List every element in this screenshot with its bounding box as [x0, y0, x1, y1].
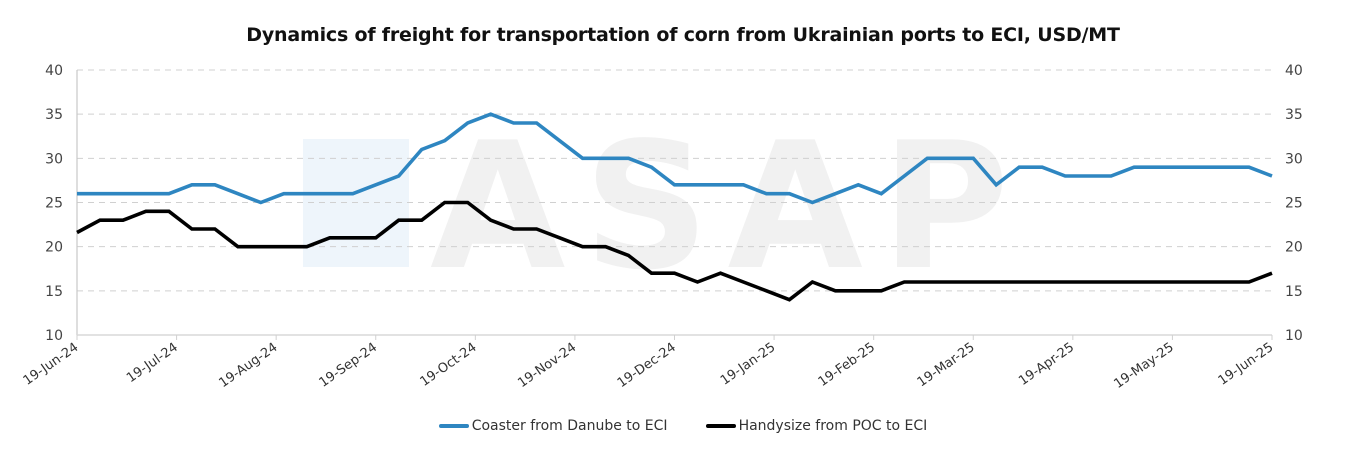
y-tick-label-right: 10 — [1285, 328, 1303, 344]
x-tick-label: 19-Mar-25 — [915, 340, 978, 390]
legend: Coaster from Danube to ECI Handysize fro… — [0, 418, 1366, 434]
y-axis-right-ticks: 10 15 20 25 30 35 40 — [1285, 63, 1303, 344]
legend-swatch-handysize — [705, 424, 736, 428]
y-tick-label-right: 40 — [1285, 63, 1303, 79]
x-tick-label: 19-Dec-24 — [615, 340, 679, 391]
y-tick-label: 10 — [45, 328, 63, 344]
y-tick-label-right: 25 — [1285, 196, 1303, 212]
x-axis-ticks: 19-Jun-24 19-Jul-24 19-Aug-24 19-Sep-24 19-O… — [21, 335, 1277, 392]
x-tick-label: 19-Jan-25 — [718, 340, 778, 389]
legend-label-handysize: Handysize from POC to ECI — [738, 418, 928, 434]
x-tick-label: 19-Oct-24 — [418, 340, 480, 390]
y-tick-label: 40 — [45, 63, 63, 79]
series-line-handysize — [76, 200, 1273, 302]
y-axis-left-ticks: 10 15 20 25 30 35 40 — [45, 63, 63, 344]
y-tick-label-right: 20 — [1285, 240, 1303, 256]
legend-label-coaster: Coaster from Danube to ECI — [471, 418, 668, 434]
x-tick-label: 19-Jun-24 — [21, 340, 82, 389]
x-tick-label: 19-Feb-25 — [816, 340, 878, 390]
x-tick-label: 19-Apr-25 — [1016, 340, 1077, 389]
y-tick-label: 25 — [45, 196, 63, 212]
x-tick-label: 19-Aug-24 — [217, 340, 281, 391]
series-lines — [76, 112, 1273, 302]
y-tick-label-right: 35 — [1285, 107, 1303, 123]
svg-text:ASAP: ASAP — [430, 106, 1027, 309]
legend-item-handysize[interactable]: Handysize from POC to ECI — [705, 418, 928, 434]
x-tick-label: 19-Jun-25 — [1216, 340, 1277, 389]
chart-title: Dynamics of freight for transportation o… — [246, 24, 1120, 46]
x-tick-label: 19-May-25 — [1111, 340, 1176, 392]
x-tick-label: 19-Jul-24 — [124, 340, 181, 386]
y-tick-label-right: 30 — [1285, 151, 1303, 167]
series-line-coaster — [77, 112, 1273, 205]
legend-swatch-coaster — [438, 424, 469, 428]
x-tick-label: 19-Nov-24 — [515, 340, 579, 391]
watermark-logo: ASAP — [303, 106, 1027, 309]
x-tick-label: 19-Sep-24 — [317, 340, 380, 391]
y-tick-label: 20 — [45, 240, 63, 256]
legend-item-coaster[interactable]: Coaster from Danube to ECI — [438, 418, 668, 434]
y-tick-label: 35 — [45, 107, 63, 123]
y-tick-label: 15 — [45, 284, 63, 300]
y-tick-label: 30 — [45, 151, 63, 167]
gridlines — [77, 69, 1272, 292]
y-tick-label-right: 15 — [1285, 284, 1303, 300]
